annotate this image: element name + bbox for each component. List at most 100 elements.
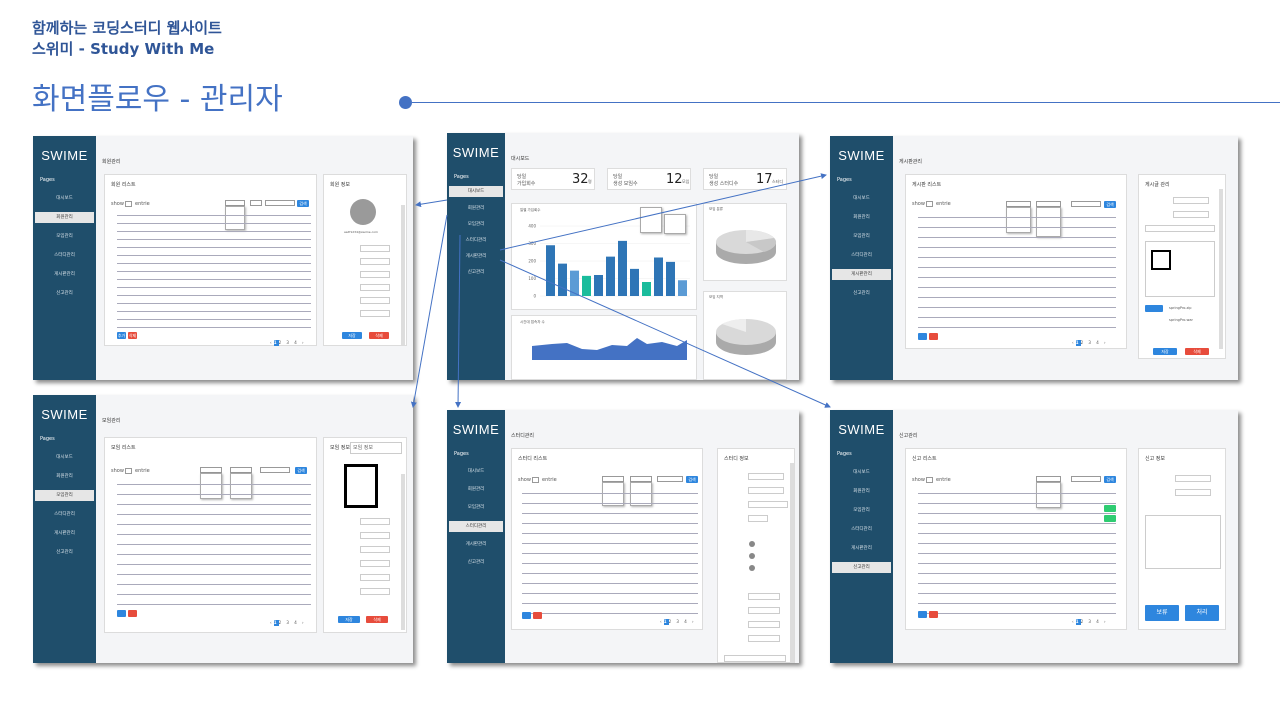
nav-dashboard[interactable]: 대시보드 (467, 469, 485, 474)
nav-board[interactable]: 게시판관리 (832, 269, 891, 280)
nav-reports[interactable]: 신고관리 (853, 291, 870, 296)
search-input[interactable] (265, 200, 295, 206)
field-1[interactable] (360, 518, 390, 525)
nav-reports[interactable]: 신고관리 (56, 291, 73, 296)
nav-members[interactable]: 회원관리 (56, 474, 73, 479)
nav-dashboard[interactable]: 대시보드 (56, 196, 73, 201)
nav-reports[interactable]: 신고관리 (467, 270, 485, 275)
filter-select-2[interactable] (1036, 201, 1061, 207)
nav-groups[interactable]: 모임관리 (853, 508, 870, 513)
filter-dropdown[interactable] (1006, 207, 1031, 233)
delete-button[interactable]: 삭제 (1185, 348, 1209, 355)
nav-dashboard[interactable]: 대시보드 (853, 196, 870, 201)
search-button[interactable]: 검색 (295, 467, 307, 474)
delete-selected-button[interactable] (929, 333, 938, 340)
nav-studies[interactable]: 스터디관리 (449, 521, 503, 532)
author-field[interactable] (1173, 211, 1209, 218)
filter-dropdown[interactable] (225, 206, 245, 230)
field-4[interactable] (360, 560, 390, 567)
nav-groups[interactable]: 모임관리 (35, 490, 94, 501)
nav-board[interactable]: 게시판관리 (54, 272, 75, 277)
field-2[interactable] (1175, 489, 1211, 496)
nav-studies[interactable]: 스터디관리 (465, 238, 487, 243)
filter-select[interactable] (602, 476, 624, 482)
nav-members[interactable]: 회원관리 (853, 489, 870, 494)
field-5[interactable] (748, 593, 780, 600)
field-4[interactable] (748, 515, 768, 522)
save-button[interactable]: 저장 (342, 332, 362, 339)
save-button[interactable]: 저장 (1153, 348, 1177, 355)
save-button[interactable]: 저장 (338, 616, 360, 623)
info-title-field[interactable]: 모임 정보 (350, 442, 402, 454)
nav-reports[interactable]: 신고관리 (56, 550, 73, 555)
nav-board[interactable]: 게시판관리 (851, 546, 872, 551)
field-5[interactable] (360, 574, 390, 581)
nav-studies[interactable]: 스터디관리 (54, 512, 75, 517)
nav-members[interactable]: 회원관리 (853, 215, 870, 220)
filter-select[interactable] (225, 200, 245, 206)
nav-studies[interactable]: 스터디관리 (54, 253, 75, 258)
search-input[interactable] (657, 476, 683, 482)
delete-selected-button[interactable] (128, 610, 137, 617)
nav-members[interactable]: 회원관리 (467, 487, 485, 492)
add-button[interactable] (522, 612, 531, 619)
pagination[interactable]: ‹12 3 4 › (660, 619, 696, 625)
report-content[interactable] (1145, 515, 1221, 569)
attach-button[interactable] (1145, 305, 1163, 312)
search-button[interactable]: 검색 (1104, 201, 1116, 208)
nav-board[interactable]: 게시판관리 (465, 254, 487, 259)
filter-dropdown-2[interactable] (1036, 207, 1061, 237)
delete-selected-button[interactable]: 삭제 (128, 332, 137, 339)
pagination[interactable]: ‹12 3 4 › (270, 620, 306, 626)
nav-board[interactable]: 게시판관리 (465, 542, 487, 547)
search-input[interactable] (260, 467, 290, 473)
filter-dropdown[interactable] (602, 482, 624, 506)
post-title-field[interactable] (1173, 197, 1209, 204)
search-button[interactable]: 검색 (1104, 476, 1116, 483)
category-field[interactable] (1145, 225, 1215, 232)
pagination[interactable]: ‹12 3 4 › (270, 340, 306, 346)
nav-board[interactable]: 게시판관리 (54, 531, 75, 536)
field-3[interactable] (748, 501, 788, 508)
field-9[interactable] (724, 655, 786, 662)
chart-dropdown-2[interactable] (664, 214, 686, 234)
search-button[interactable]: 검색 (686, 476, 698, 483)
field-2[interactable] (360, 532, 390, 539)
nav-groups[interactable]: 모임관리 (56, 234, 73, 239)
delete-button[interactable]: 삭제 (366, 616, 388, 623)
nav-members[interactable]: 회원관리 (467, 206, 485, 211)
field-2[interactable] (360, 258, 390, 265)
filter-select[interactable] (1036, 476, 1061, 482)
field-3[interactable] (360, 546, 390, 553)
entries-select[interactable] (125, 201, 132, 207)
add-button[interactable] (918, 611, 927, 618)
field-1[interactable] (748, 473, 784, 480)
field-5[interactable] (360, 297, 390, 304)
field-8[interactable] (748, 635, 780, 642)
nav-reports[interactable]: 신고관리 (832, 562, 891, 573)
add-button[interactable] (117, 610, 126, 617)
filter-select-2[interactable] (230, 467, 252, 473)
field-4[interactable] (360, 284, 390, 291)
field-6[interactable] (360, 310, 390, 317)
field-3[interactable] (360, 271, 390, 278)
filter-select[interactable] (200, 467, 222, 473)
nav-reports[interactable]: 신고관리 (467, 560, 485, 565)
nav-dashboard[interactable]: 대시보드 (56, 455, 73, 460)
nav-studies[interactable]: 스터디관리 (851, 527, 872, 532)
search-button[interactable]: 검색 (297, 200, 309, 207)
search-input[interactable] (1071, 201, 1101, 207)
field-1[interactable] (360, 245, 390, 252)
nav-members[interactable]: 회원관리 (35, 212, 94, 223)
entries-select[interactable] (926, 201, 933, 207)
delete-selected-button[interactable] (533, 612, 542, 619)
delete-button[interactable]: 삭제 (369, 332, 389, 339)
nav-groups[interactable]: 모임관리 (467, 222, 485, 227)
add-button[interactable]: 추가 (117, 332, 126, 339)
entries-select[interactable] (125, 468, 132, 474)
process-button[interactable]: 처리 (1185, 605, 1219, 621)
nav-studies[interactable]: 스터디관리 (851, 253, 872, 258)
nav-groups[interactable]: 모임관리 (853, 234, 870, 239)
entries-select[interactable] (926, 477, 933, 483)
field-2[interactable] (748, 487, 784, 494)
